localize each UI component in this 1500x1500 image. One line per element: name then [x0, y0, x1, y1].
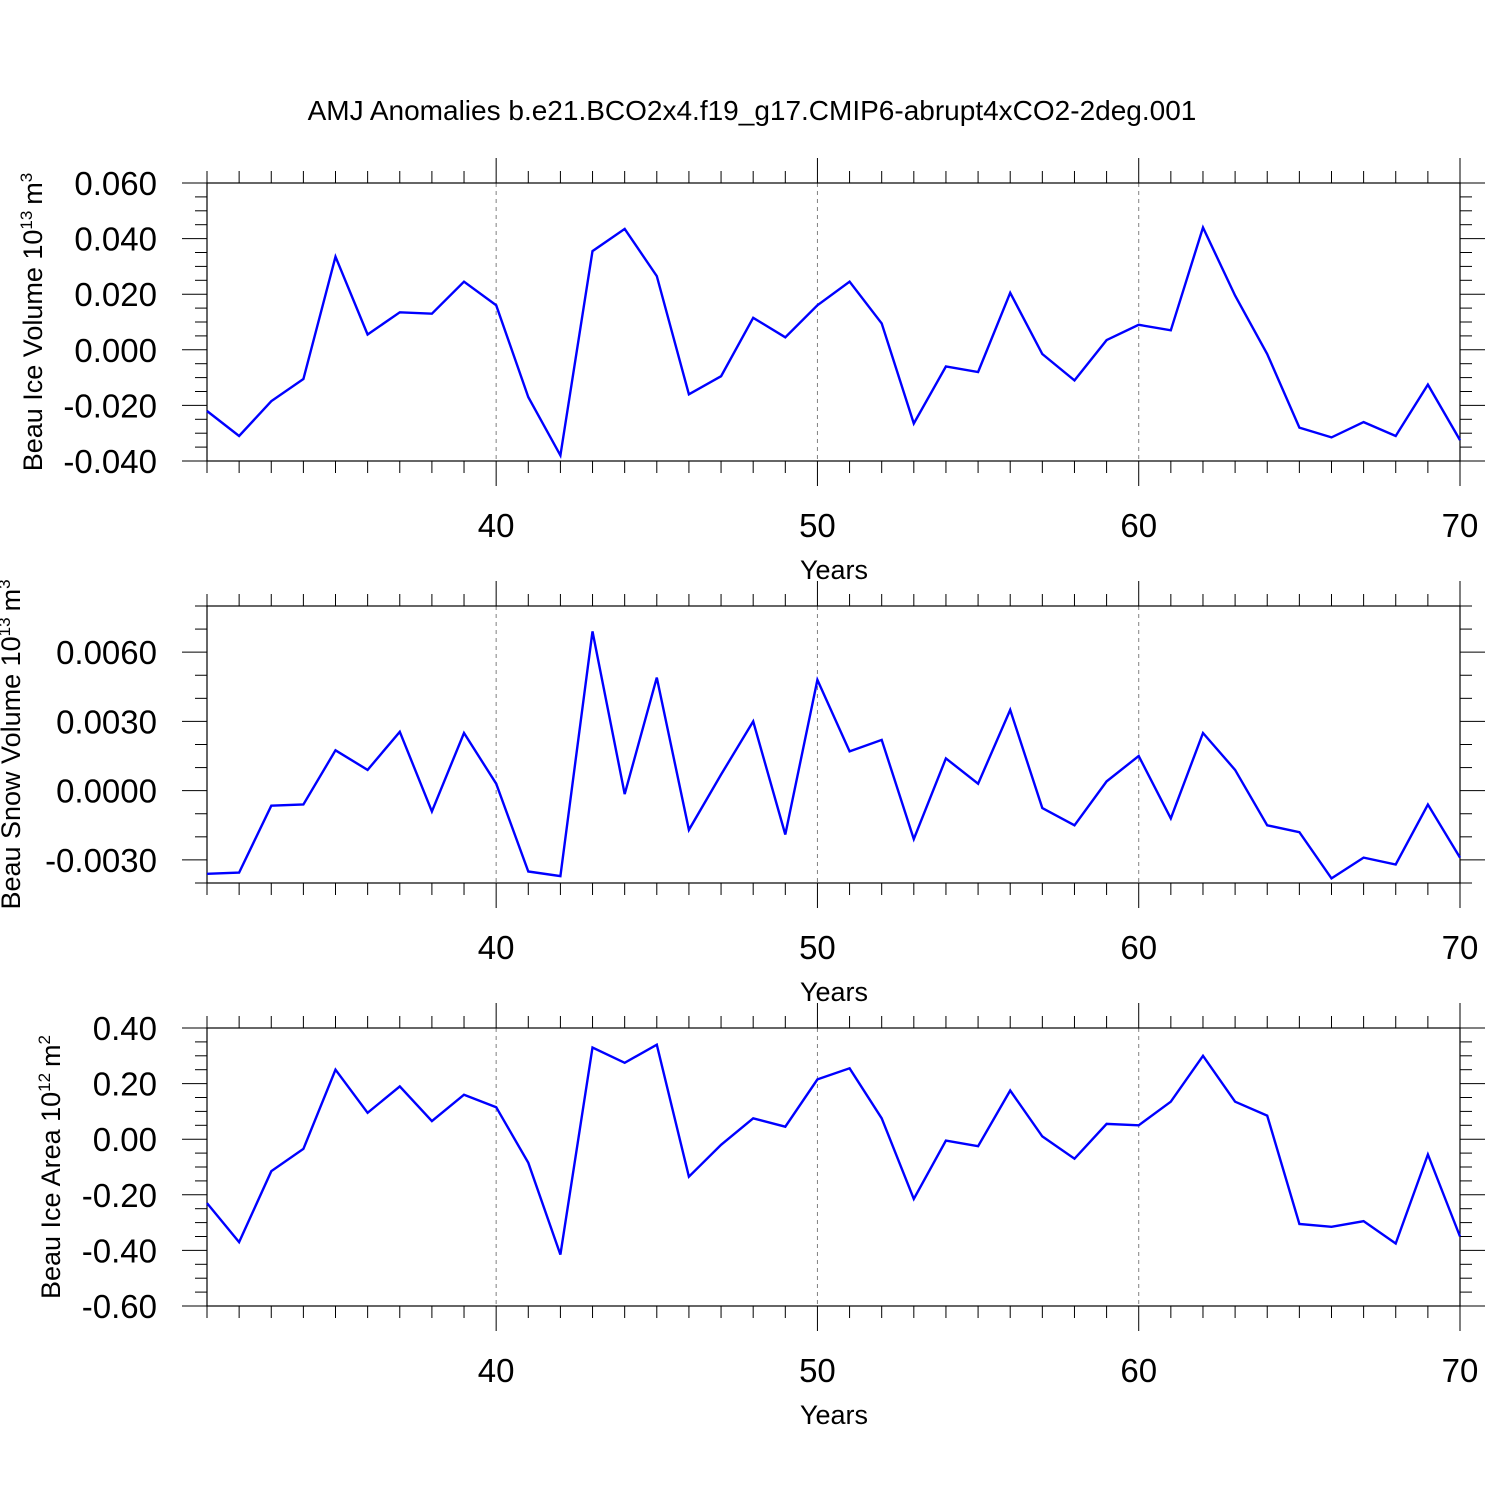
y-axis-title-unit: m	[18, 182, 48, 205]
x-tick-label: 60	[1120, 1352, 1157, 1389]
series-line	[206, 1042, 1462, 1255]
y-axis-title-unit: m	[0, 589, 26, 612]
x-tick-label: 70	[1442, 507, 1479, 544]
x-tick-label: 50	[799, 929, 836, 966]
x-tick-label: 70	[1442, 1352, 1479, 1389]
x-axis-title: Years	[800, 555, 868, 585]
y-tick-label: 0.040	[74, 221, 157, 258]
x-axis-title: Years	[800, 977, 868, 1007]
chart-title: AMJ Anomalies b.e21.BCO2x4.f19_g17.CMIP6…	[308, 95, 1197, 126]
plot-frame	[206, 605, 1461, 884]
y-axis-title-exponent: 13	[0, 617, 14, 636]
x-tick-label: 50	[799, 1352, 836, 1389]
x-tick-label: 50	[799, 507, 836, 544]
y-tick-label: 0.0060	[56, 634, 157, 671]
panel-2: -0.0030 0.0000 0.0030 0.0060 40 50 60 70 Years Be…	[0, 579, 1485, 1007]
x-tick-label: 40	[478, 929, 515, 966]
y-tick-label: -0.60	[82, 1288, 157, 1325]
x-axis-title: Years	[800, 1400, 868, 1430]
plot-frame	[206, 182, 1461, 462]
x-tick-label: 60	[1120, 929, 1157, 966]
y-tick-label: -0.40	[82, 1232, 157, 1269]
y-axis-title: Beau Ice Volume 1013 m3	[17, 173, 48, 472]
y-tick-label: -0.20	[82, 1177, 157, 1214]
x-tick-label: 40	[478, 507, 515, 544]
y-axis-title-exponent: 12	[35, 1073, 54, 1092]
y-tick-label: -0.040	[63, 443, 157, 480]
y-axis-title-unit-exponent: 2	[35, 1035, 54, 1044]
y-tick-label: -0.0030	[45, 842, 157, 879]
y-tick-label: 0.00	[93, 1121, 157, 1158]
y-axis-title-unit-exponent: 3	[17, 173, 36, 182]
y-axis-title-unit: m	[36, 1044, 66, 1067]
y-tick-label: 0.0000	[56, 773, 157, 810]
x-tick-label: 40	[478, 1352, 515, 1389]
x-tick-label: 60	[1120, 507, 1157, 544]
y-axis-title-unit-exponent: 3	[0, 579, 14, 588]
plot-frame	[206, 1027, 1461, 1307]
series-line	[206, 224, 1462, 460]
y-tick-label: 0.0030	[56, 703, 157, 740]
y-tick-label: 0.060	[74, 165, 157, 202]
y-axis-title-main: Beau Ice Volume 10	[18, 230, 48, 472]
panel-1: -0.040 -0.020 0.000 0.020 0.040 0.060 40 50 60 70…	[17, 158, 1485, 585]
y-tick-label: 0.000	[74, 332, 157, 369]
y-tick-label: -0.020	[63, 387, 157, 424]
y-axis-title-exponent: 13	[17, 211, 36, 230]
x-tick-label: 70	[1442, 929, 1479, 966]
y-axis-title-main: Beau Snow Volume 10	[0, 636, 26, 909]
y-axis-title: Beau Snow Volume 1013 m3	[0, 579, 26, 909]
y-axis-title: Beau Ice Area 1012 m2	[35, 1035, 66, 1299]
y-tick-label: 0.020	[74, 276, 157, 313]
panel-3: -0.60 -0.40 -0.20 0.00 0.20 0.40 40 50 60 70 Years…	[35, 1003, 1485, 1430]
y-tick-label: 0.40	[93, 1010, 157, 1047]
y-axis-title-main: Beau Ice Area 10	[36, 1092, 66, 1299]
series-line	[206, 631, 1462, 881]
y-tick-label: 0.20	[93, 1066, 157, 1103]
